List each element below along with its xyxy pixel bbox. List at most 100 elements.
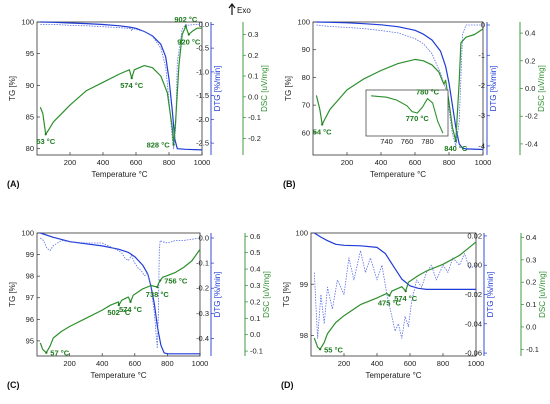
dtg-tick-label: -1 xyxy=(478,51,485,60)
dtg-tick-label: -0.04 xyxy=(465,319,482,328)
panel-4: 200 400 600 800 1000 Temperature °C 98 99 100 TG … xyxy=(281,229,547,391)
dtg-tick-label: -0.02 xyxy=(465,290,482,299)
inset-x-tick-label: 780 xyxy=(421,137,434,146)
dsc-curve xyxy=(315,28,484,142)
dsc-axis-label: DSC [uV/mg] xyxy=(262,271,271,318)
peak-marker xyxy=(156,286,159,289)
tg-tick-label: 100 xyxy=(21,229,34,238)
peak-annotation: 502 °C xyxy=(107,308,131,317)
plot-frame xyxy=(36,21,203,156)
x-tick-label: 800 xyxy=(163,158,176,167)
x-tick-label: 1000 xyxy=(475,158,492,167)
tg-curve xyxy=(316,21,484,151)
x-tick-label: 1000 xyxy=(194,158,211,167)
exo-indicator: Exo xyxy=(228,3,251,15)
tg-tick-label: 100 xyxy=(21,18,34,27)
peak-annotation: 57 °C xyxy=(50,349,69,358)
tg-tick-label: 100 xyxy=(295,229,308,238)
dtg-curve xyxy=(40,237,201,349)
tg-tick-label: 99 xyxy=(26,250,34,259)
dtg-tick-label: -2.5 xyxy=(196,139,209,148)
x-tick-label: 800 xyxy=(437,359,450,368)
tg-tick-label: 95 xyxy=(26,336,34,345)
x-tick-label: 600 xyxy=(404,359,417,368)
x-axis-label: Temperature °C xyxy=(91,170,147,179)
peak-marker xyxy=(454,140,457,143)
x-tick-label: 600 xyxy=(130,158,143,167)
panel-1: 200 400 600 800 1000 Temperature °C 80 85 90 95 10… xyxy=(7,15,269,189)
inset-plot: 740 760 780 780 °C 770 °C xyxy=(365,88,449,146)
tg-tick-label: 98 xyxy=(300,331,308,340)
dtg-tick-label: -0.1 xyxy=(196,259,209,268)
dtg-axis-label: DTG [%/min] xyxy=(486,272,495,318)
tg-tick-label: 97 xyxy=(26,293,34,302)
inset-x-tick-label: 760 xyxy=(401,137,414,146)
peak-annotation: 574 °C xyxy=(120,81,144,90)
dsc-axis-label: DSC [uV/mg] xyxy=(538,271,547,318)
inset-annotation: 780 °C xyxy=(416,88,440,97)
dsc-tick-label: 0.2 xyxy=(526,278,536,287)
dtg-tick-label: 0.0 xyxy=(199,234,209,243)
dsc-tick-label: -0.1 xyxy=(526,345,539,354)
dsc-tick-label: 0.0 xyxy=(525,84,535,93)
peak-annotation: 828 °C xyxy=(147,141,171,150)
peak-marker xyxy=(187,33,190,36)
tg-axis-label: TG [%] xyxy=(282,282,291,307)
dtg-tick-label: -0.06 xyxy=(465,349,482,358)
peak-marker xyxy=(172,143,175,146)
x-tick-label: 800 xyxy=(161,359,174,368)
x-tick-label: 400 xyxy=(375,158,388,167)
peak-annotation: 53 °C xyxy=(36,137,55,146)
tg-tick-label: 90 xyxy=(26,81,34,90)
dsc-tick-label: 0.2 xyxy=(250,297,260,306)
dsc-tick-label: 0.4 xyxy=(526,233,536,242)
tg-tick-label: 98 xyxy=(26,272,34,281)
dsc-tick-label: -0.1 xyxy=(248,113,261,122)
dsc-tick-label: 0.0 xyxy=(248,92,258,101)
peak-marker xyxy=(184,25,187,28)
dsc-tick-label: 0.5 xyxy=(250,248,260,257)
tg-axis-label: TG [%] xyxy=(284,76,293,101)
x-tick-label: 600 xyxy=(129,359,142,368)
tg-tick-label: 100 xyxy=(297,18,310,27)
dtg-curve xyxy=(316,24,483,147)
x-tick-label: 1000 xyxy=(192,359,209,368)
dsc-tick-label: 0.4 xyxy=(525,29,535,38)
dsc-curve xyxy=(39,25,202,146)
dsc-tick-label: -0.2 xyxy=(248,134,261,143)
x-axis-label: Temperature °C xyxy=(90,371,146,380)
x-axis-label: Temperature °C xyxy=(370,170,426,179)
dtg-tick-label: 0.00 xyxy=(467,261,482,270)
x-tick-label: 600 xyxy=(409,158,422,167)
tg-tick-label: 90 xyxy=(302,45,310,54)
exo-label: Exo xyxy=(237,6,251,15)
tg-curve xyxy=(40,232,200,355)
dsc-tick-label: 0.6 xyxy=(250,232,260,241)
peak-marker xyxy=(45,351,48,354)
inset-dsc-curve xyxy=(371,95,444,134)
peak-marker xyxy=(321,123,324,126)
dsc-tick-label: 0.3 xyxy=(526,255,536,264)
dtg-tick-label: -1.0 xyxy=(196,67,209,76)
x-tick-label: 200 xyxy=(341,158,354,167)
tg-tick-label: 70 xyxy=(302,101,310,110)
dtg-axis-label: DTG [%/min] xyxy=(213,66,222,112)
tg-tick-label: 96 xyxy=(26,315,34,324)
peak-marker xyxy=(318,348,322,351)
dsc-tick-label: 0.2 xyxy=(525,56,535,65)
peak-annotation: 574 °C xyxy=(119,305,143,314)
dsc-tick-label: 0.1 xyxy=(526,300,536,309)
dtg-tick-label: -4 xyxy=(478,141,485,150)
dtg-tick-label: -0.5 xyxy=(196,44,209,53)
peak-annotation: 920 °C xyxy=(177,37,201,46)
tg-curve xyxy=(40,21,203,151)
peak-annotation: 738 °C xyxy=(146,290,170,299)
dsc-tick-label: 0.3 xyxy=(248,30,258,39)
tg-tick-label: 80 xyxy=(26,144,34,153)
peak-marker xyxy=(130,77,133,80)
dtg-axis-label: DTG [%/min] xyxy=(489,66,498,112)
dtg-tick-label: -1.5 xyxy=(196,91,209,100)
dtg-tick-label: -0.3 xyxy=(196,309,209,318)
dtg-tick-label: -0.2 xyxy=(196,284,209,293)
